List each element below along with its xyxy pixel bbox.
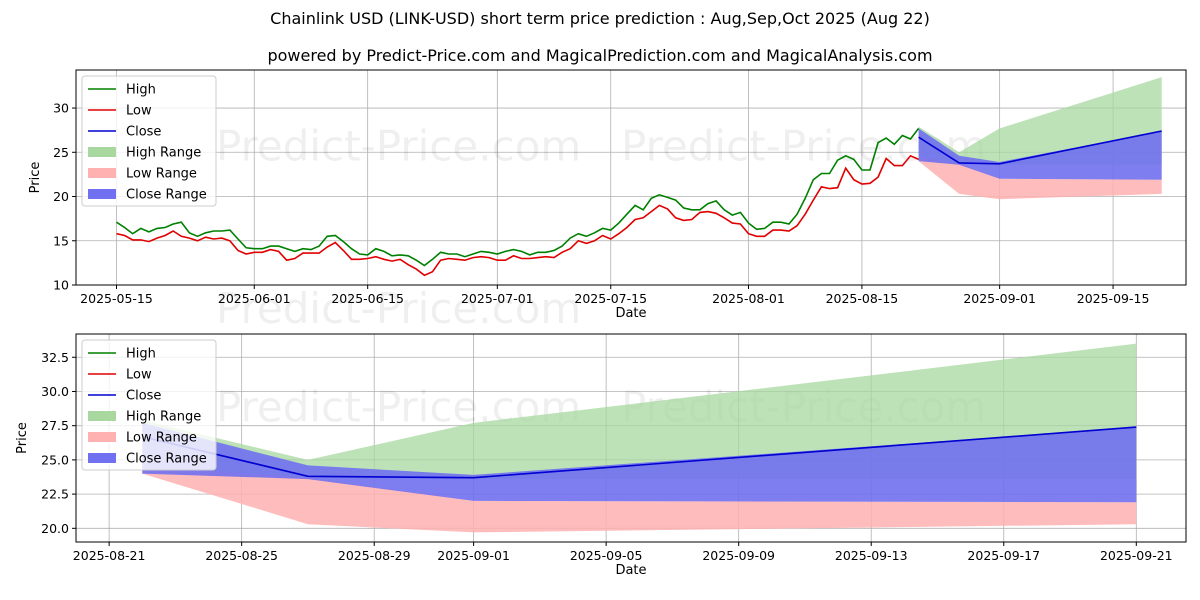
- legend-low-label: Low: [126, 368, 152, 383]
- y-tick-label: 30: [53, 101, 69, 116]
- x-tick-label: 2025-08-15: [826, 291, 899, 306]
- legend-close-range-label: Close Range: [126, 452, 207, 467]
- plot-area: [142, 343, 1137, 533]
- close-range-band: [918, 128, 1162, 180]
- legend-close-label: Close: [126, 389, 161, 404]
- chart-title: Chainlink USD (LINK-USD) short term pric…: [270, 9, 930, 28]
- axes-frame: [75, 333, 1187, 543]
- low-range-band: [918, 156, 1162, 200]
- close-range-band: [142, 422, 1137, 503]
- x-tick-label: 2025-08-25: [205, 548, 278, 563]
- watermark-text: Predict-Price.com: [216, 121, 581, 170]
- x-tick-label: 2025-09-21: [1100, 548, 1173, 563]
- chart-subtitle: powered by Predict-Price.com and Magical…: [267, 46, 933, 65]
- legend-close-range-label: Close Range: [126, 188, 207, 203]
- legend-high-range-swatch: [88, 147, 116, 157]
- low-series-line: [116, 154, 919, 277]
- legend: High Low Close High Range Low Range Close Ran…: [81, 75, 217, 207]
- x-tick-label: 2025-09-01: [437, 548, 510, 563]
- y-tick-label: 20.0: [41, 521, 69, 536]
- watermark-text: Predict-Price.com: [216, 284, 581, 333]
- panel-bottom: Predict-Price.comPredict-Price.com2025-0…: [15, 333, 1187, 578]
- y-tick-label: 22.5: [41, 487, 69, 502]
- legend-close-label: Close: [126, 125, 161, 140]
- y-tick-label: 20: [53, 189, 69, 204]
- close-series-line: [918, 130, 1162, 165]
- y-axis-label: Price: [28, 162, 43, 194]
- y-tick-label: 10: [53, 278, 69, 293]
- legend-high-label: High: [126, 83, 156, 98]
- legend-close-range-swatch: [88, 189, 116, 199]
- x-tick-label: 2025-09-01: [963, 291, 1036, 306]
- legend: High Low Close High Range Low Range Close Ran…: [81, 339, 217, 471]
- y-axis-label: Price: [15, 422, 30, 454]
- legend-high-range-label: High Range: [126, 410, 201, 425]
- x-tick-label: 2025-07-15: [574, 291, 647, 306]
- x-tick-label: 2025-08-21: [73, 548, 146, 563]
- x-axis-label: Date: [615, 563, 646, 578]
- x-tick-label: 2025-09-17: [967, 548, 1040, 563]
- x-tick-label: 2025-07-01: [461, 291, 534, 306]
- plot-area: [116, 77, 1162, 277]
- y-tick-label: 25.0: [41, 452, 69, 467]
- high-series-line: [116, 127, 920, 267]
- close-series-line: [142, 426, 1137, 479]
- y-tick-label: 15: [53, 233, 69, 248]
- legend-high-range-swatch: [88, 411, 116, 421]
- x-tick-label: 2025-09-13: [835, 548, 908, 563]
- x-tick-label: 2025-09-05: [570, 548, 643, 563]
- x-tick-label: 2025-08-29: [338, 548, 411, 563]
- legend-close-range-swatch: [88, 453, 116, 463]
- y-tick-label: 27.5: [41, 418, 69, 433]
- x-tick-label: 2025-09-09: [702, 548, 775, 563]
- legend-high-range-label: High Range: [126, 146, 201, 161]
- axes-frame: [75, 69, 1187, 286]
- legend-low-range-swatch: [88, 168, 116, 178]
- x-tick-label: 2025-09-15: [1077, 291, 1150, 306]
- legend-low-range-swatch: [88, 432, 116, 442]
- low-range-band: [142, 466, 1137, 533]
- panel-top: Predict-Price.com Predict-Price.comPredic…: [28, 69, 1187, 333]
- x-tick-label: 2025-06-15: [331, 291, 404, 306]
- y-tick-label: 32.5: [41, 350, 69, 365]
- x-tick-label: 2025-05-15: [80, 291, 153, 306]
- y-tick-label: 30.0: [41, 384, 69, 399]
- y-tick-label: 25: [53, 145, 69, 160]
- x-tick-label: 2025-08-01: [712, 291, 785, 306]
- x-tick-label: 2025-06-01: [218, 291, 291, 306]
- legend-low-range-label: Low Range: [126, 167, 197, 182]
- legend-low-label: Low: [126, 104, 152, 119]
- legend-high-label: High: [126, 347, 156, 362]
- legend-low-range-label: Low Range: [126, 431, 197, 446]
- x-axis-label: Date: [615, 306, 646, 321]
